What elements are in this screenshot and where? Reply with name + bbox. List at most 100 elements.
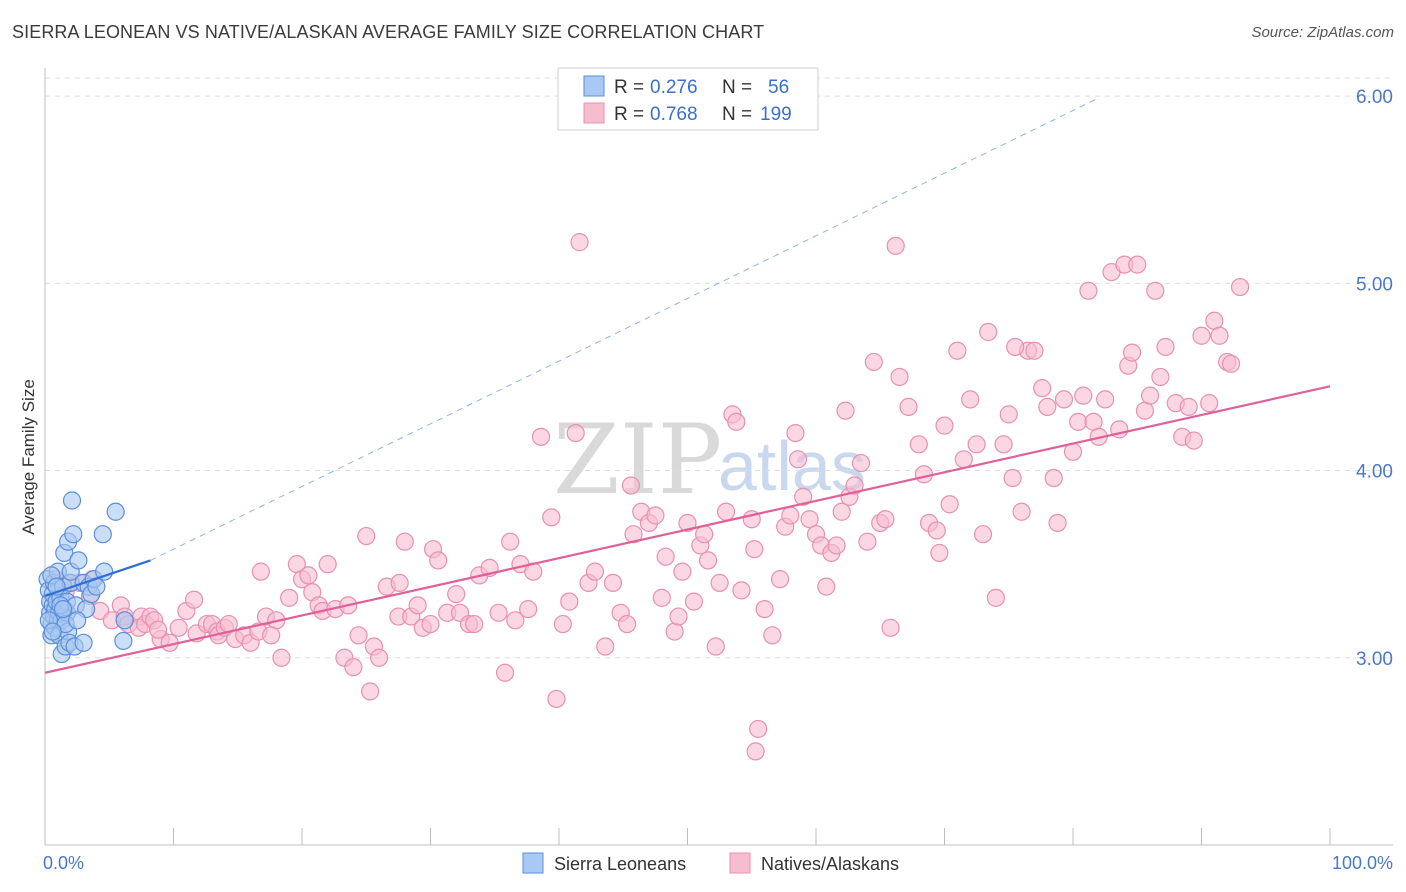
data-point: [706, 637, 725, 656]
data-point: [881, 618, 900, 637]
x-tick-label: 0.0%: [43, 853, 84, 873]
y-tick-labels: 3.00 4.00 5.00 6.00: [1356, 87, 1393, 670]
source-label: Source: ZipAtlas.com: [1251, 24, 1394, 41]
data-point: [357, 526, 376, 546]
gridlines: [45, 77, 1393, 659]
data-point: [827, 536, 846, 555]
data-point: [68, 611, 87, 630]
data-point: [1079, 281, 1098, 300]
data-point: [553, 614, 572, 634]
data-point: [421, 614, 440, 634]
data-point: [344, 658, 363, 677]
data-point: [890, 367, 909, 387]
trend-line-natives-alaskans: [44, 385, 1331, 674]
data-point: [845, 476, 864, 495]
data-point: [542, 508, 561, 527]
legend: R = 0.276 N = 56 R = 0.768 N = 199: [557, 67, 819, 131]
data-point: [749, 719, 768, 739]
data-point: [560, 592, 579, 611]
data-point: [1146, 281, 1165, 300]
legend-n-label: N =: [722, 77, 752, 98]
data-point: [361, 682, 380, 701]
data-point: [1038, 397, 1057, 416]
data-point: [62, 491, 82, 510]
data-point: [1069, 412, 1088, 431]
data-point: [280, 588, 299, 607]
data-point: [967, 435, 986, 454]
data-point: [652, 588, 671, 607]
y-tick-label: 5.00: [1356, 274, 1393, 295]
legend-r-label: R =: [614, 104, 644, 125]
watermark-zip: ZIP: [553, 404, 722, 516]
data-point: [727, 412, 746, 431]
data-point: [656, 547, 675, 566]
data-point: [909, 435, 928, 454]
watermark: ZIP atlas: [553, 404, 866, 516]
data-point: [979, 322, 998, 342]
data-point: [930, 543, 949, 563]
data-point: [106, 502, 125, 521]
data-point: [519, 599, 538, 619]
data-point: [788, 450, 808, 469]
data-point: [1184, 431, 1203, 450]
data-point: [781, 506, 800, 525]
data-point: [395, 532, 414, 551]
y-tick-label: 3.00: [1356, 649, 1393, 670]
data-point: [763, 626, 782, 645]
data-point: [716, 502, 736, 521]
data-point: [429, 551, 448, 570]
data-point: [954, 450, 973, 469]
data-point: [1200, 394, 1219, 413]
data-point: [794, 487, 813, 506]
data-point: [746, 742, 765, 761]
data-point: [1151, 367, 1170, 387]
data-point: [786, 423, 805, 443]
data-point: [1003, 468, 1022, 488]
data-point: [349, 626, 368, 645]
chart-title: SIERRA LEONEAN VS NATIVE/ALASKAN AVERAGE…: [12, 22, 765, 42]
data-point: [566, 423, 585, 443]
data-point: [646, 506, 665, 525]
data-point: [585, 562, 605, 581]
series-natives-alaskans: [46, 233, 1250, 761]
data-point: [732, 581, 751, 600]
data-point: [886, 236, 905, 255]
data-point: [973, 525, 993, 544]
legend-r-value: 0.768: [650, 104, 698, 125]
data-point: [1096, 390, 1115, 409]
data-point: [858, 532, 877, 551]
data-point: [370, 648, 389, 667]
legend-swatch-natives-alaskans: [583, 102, 605, 124]
data-point: [832, 502, 851, 521]
legend-n-label: N =: [722, 104, 752, 125]
data-point: [1123, 343, 1142, 362]
data-point: [899, 397, 918, 416]
data-point: [1048, 513, 1067, 533]
data-point: [710, 573, 729, 592]
data-point: [678, 513, 697, 533]
x-tick-label: 100.0%: [1332, 853, 1393, 873]
data-point: [114, 631, 133, 651]
series-sierra-leoneans: [38, 491, 134, 664]
data-point: [770, 570, 790, 589]
data-point: [184, 590, 204, 609]
x-ticks: 0.0% 100.0%: [43, 828, 1393, 873]
data-point: [1210, 326, 1229, 345]
data-point: [665, 622, 684, 641]
data-point: [74, 633, 93, 652]
data-point: [64, 525, 83, 544]
data-point: [1044, 468, 1063, 488]
data-point: [390, 573, 409, 592]
data-point: [115, 611, 134, 630]
data-point: [1192, 326, 1211, 345]
data-point: [1230, 277, 1250, 297]
data-point: [43, 622, 62, 641]
data-point: [501, 532, 520, 551]
data-point: [1025, 341, 1044, 360]
data-point: [408, 596, 427, 615]
data-point: [669, 607, 688, 626]
data-point: [1074, 386, 1093, 405]
data-point: [1179, 397, 1198, 416]
data-point: [927, 521, 946, 540]
